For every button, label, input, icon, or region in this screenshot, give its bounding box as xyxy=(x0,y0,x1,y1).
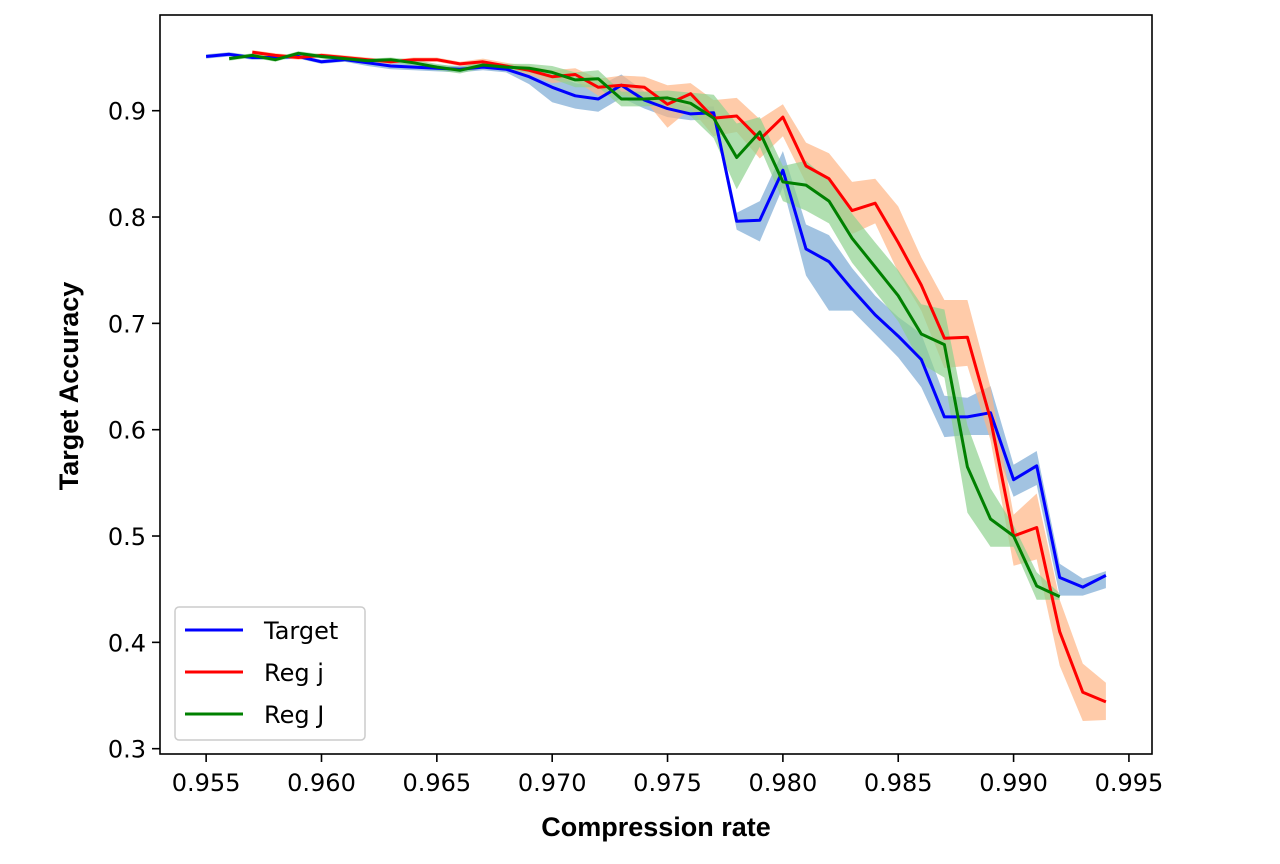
line-target xyxy=(205,52,1107,589)
x-tick-label: 0.960 xyxy=(287,769,356,797)
y-tick-label: 0.3 xyxy=(108,736,146,764)
legend-box xyxy=(174,606,366,741)
legend-label-target: Target xyxy=(263,617,338,645)
y-tick-label: 0.6 xyxy=(108,417,146,445)
x-tick-label: 0.970 xyxy=(518,769,587,797)
x-tick-label: 0.985 xyxy=(864,769,933,797)
x-tick-label: 0.975 xyxy=(633,769,702,797)
axes: 0.955 0.960 0.965 0.970 0.975 0.980 0.985 0.990… xyxy=(108,14,1164,797)
series-lines xyxy=(205,50,1107,704)
band-reg-j xyxy=(252,50,1106,722)
y-axis-label: Target Accuracy xyxy=(54,282,84,491)
legend-label-reg-j: Reg J xyxy=(264,701,324,729)
x-tick-label: 0.955 xyxy=(172,769,241,797)
x-tick-label: 0.990 xyxy=(979,769,1048,797)
line-reg-j xyxy=(228,51,1061,598)
x-axis-label: Compression rate xyxy=(541,812,771,842)
y-tick-label: 0.4 xyxy=(108,629,146,657)
plot-frame xyxy=(159,14,1153,755)
legend-label-reg-j: Reg j xyxy=(264,659,324,687)
y-tick-label: 0.8 xyxy=(108,204,146,232)
x-tick-label: 0.980 xyxy=(749,769,818,797)
y-tick-label: 0.9 xyxy=(108,98,146,126)
x-tick-label: 0.995 xyxy=(1095,769,1164,797)
x-tick-label: 0.965 xyxy=(402,769,471,797)
y-tick-label: 0.5 xyxy=(108,523,146,551)
confidence-bands xyxy=(206,50,1106,722)
y-tick-label: 0.7 xyxy=(108,310,146,338)
legend: Target Reg j Reg J xyxy=(174,606,366,741)
